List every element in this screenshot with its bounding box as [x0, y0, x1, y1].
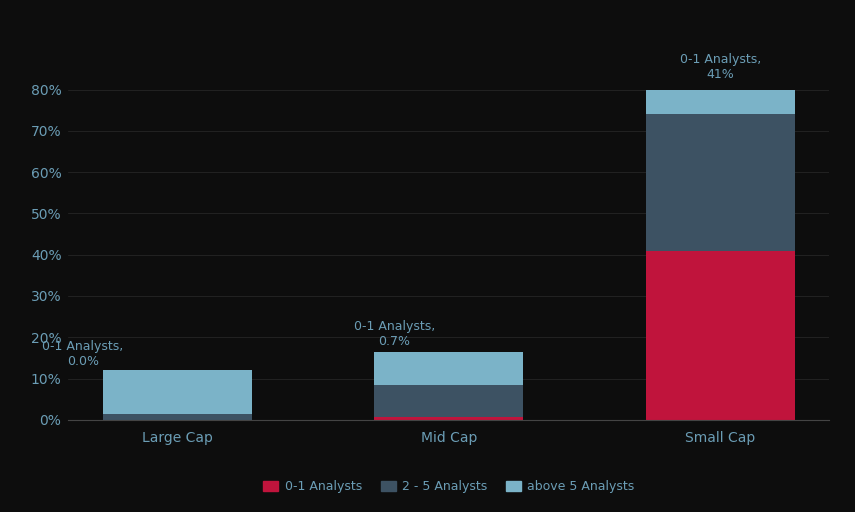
Bar: [374, 385, 523, 417]
Bar: [103, 370, 252, 414]
Text: 0-1 Analysts,
41%: 0-1 Analysts, 41%: [680, 53, 761, 81]
Bar: [646, 114, 795, 250]
Text: 0-1 Analysts,
0.0%: 0-1 Analysts, 0.0%: [42, 340, 123, 368]
Bar: [374, 352, 523, 385]
Legend: 0-1 Analysts, 2 - 5 Analysts, above 5 Analysts: 0-1 Analysts, 2 - 5 Analysts, above 5 An…: [258, 475, 640, 498]
Text: 0-1 Analysts,
0.7%: 0-1 Analysts, 0.7%: [354, 319, 435, 348]
Bar: [646, 90, 795, 114]
Bar: [103, 414, 252, 420]
Bar: [374, 417, 523, 420]
Bar: [646, 250, 795, 420]
